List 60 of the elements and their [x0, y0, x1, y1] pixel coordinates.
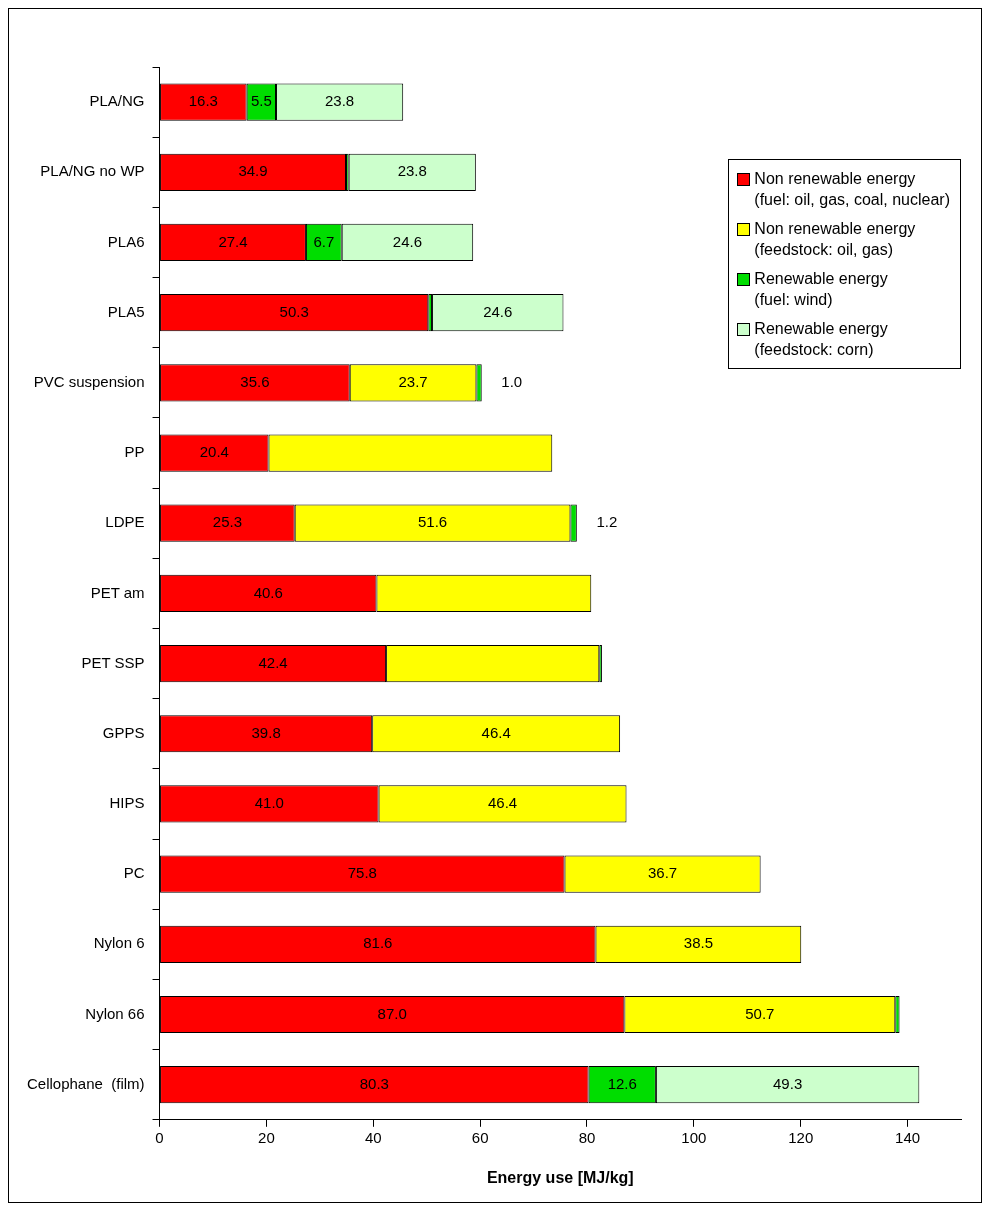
data-label: 25.3	[212, 513, 242, 531]
legend-label: Renewable energy (feedstock: corn)	[754, 320, 888, 358]
y-tick-label: PET SSP	[81, 653, 145, 671]
data-label: 50.3	[279, 302, 309, 320]
data-label: 5.5	[250, 92, 272, 110]
x-tick-label: 80	[578, 1128, 596, 1146]
data-label: 49.3	[773, 1074, 803, 1092]
y-tick-label: Nylon 66	[85, 1004, 145, 1022]
y-tick-label: PP	[124, 443, 145, 461]
y-tick-label: LDPE	[105, 513, 145, 531]
data-label: 39.8	[251, 723, 281, 741]
legend-label: Non renewable energy (fuel: oil, gas, coal, nuclear)	[754, 170, 950, 208]
x-tick-label: 100	[681, 1128, 707, 1146]
y-tick-label: PVC suspension	[33, 372, 145, 390]
data-label: 80.3	[359, 1074, 389, 1092]
data-label: 40.6	[253, 583, 283, 601]
y-tick-label: Nylon 6	[93, 934, 145, 952]
data-label: 6.7	[313, 232, 335, 250]
y-tick-label: PLA/NG no WP	[40, 162, 145, 180]
data-label: 46.4	[487, 794, 518, 812]
y-tick-label: PC	[123, 864, 145, 882]
data-label: 20.4	[199, 443, 229, 461]
data-label: 42.4	[258, 653, 288, 671]
data-label: 23.8	[325, 92, 355, 110]
data-label: 81.6	[363, 934, 393, 952]
y-tick-label: PLA6	[107, 232, 145, 250]
data-label: 34.9	[238, 162, 268, 180]
x-tick-label: 0	[155, 1128, 164, 1146]
x-tick-label: 20	[258, 1128, 275, 1146]
data-label: 87.0	[377, 1004, 407, 1022]
data-label: 38.5	[683, 934, 713, 952]
data-label: 75.8	[347, 864, 377, 882]
data-label: 27.4	[218, 232, 248, 250]
y-tick-label: PLA/NG	[89, 92, 145, 110]
x-tick-label: 40	[364, 1128, 382, 1146]
data-label: 1.2	[596, 513, 618, 531]
data-label: 23.8	[397, 162, 427, 180]
data-label: 23.7	[398, 372, 428, 390]
data-label: 16.3	[188, 92, 218, 110]
x-axis-title: Energy use [MJ/kg]	[486, 1168, 634, 1186]
x-tick-label: 60	[471, 1128, 489, 1146]
legend-label: Non renewable energy (feedstock: oil, gas)	[754, 220, 916, 258]
y-tick-label: PLA5	[107, 302, 145, 320]
legend-label: Renewable energy (fuel: wind)	[754, 270, 888, 308]
data-label: 46.4	[481, 723, 511, 741]
data-label: 50.7	[745, 1004, 775, 1022]
y-tick-label: HIPS	[109, 794, 145, 812]
y-tick-label: PET am	[90, 583, 145, 601]
data-label: 36.7	[647, 864, 678, 882]
data-label: 41.0	[254, 794, 284, 812]
x-tick-label: 140	[895, 1128, 921, 1146]
x-tick-label: 120	[788, 1128, 814, 1146]
data-label: 35.6	[240, 372, 270, 390]
y-tick-label: Cellophane (film)	[27, 1074, 145, 1092]
data-label: 1.0	[501, 372, 523, 390]
y-tick-label: GPPS	[102, 723, 145, 741]
data-label: 24.6	[392, 232, 423, 250]
data-label: 12.6	[607, 1074, 637, 1092]
data-label: 51.6	[417, 513, 448, 531]
data-label: 24.6	[483, 302, 513, 320]
